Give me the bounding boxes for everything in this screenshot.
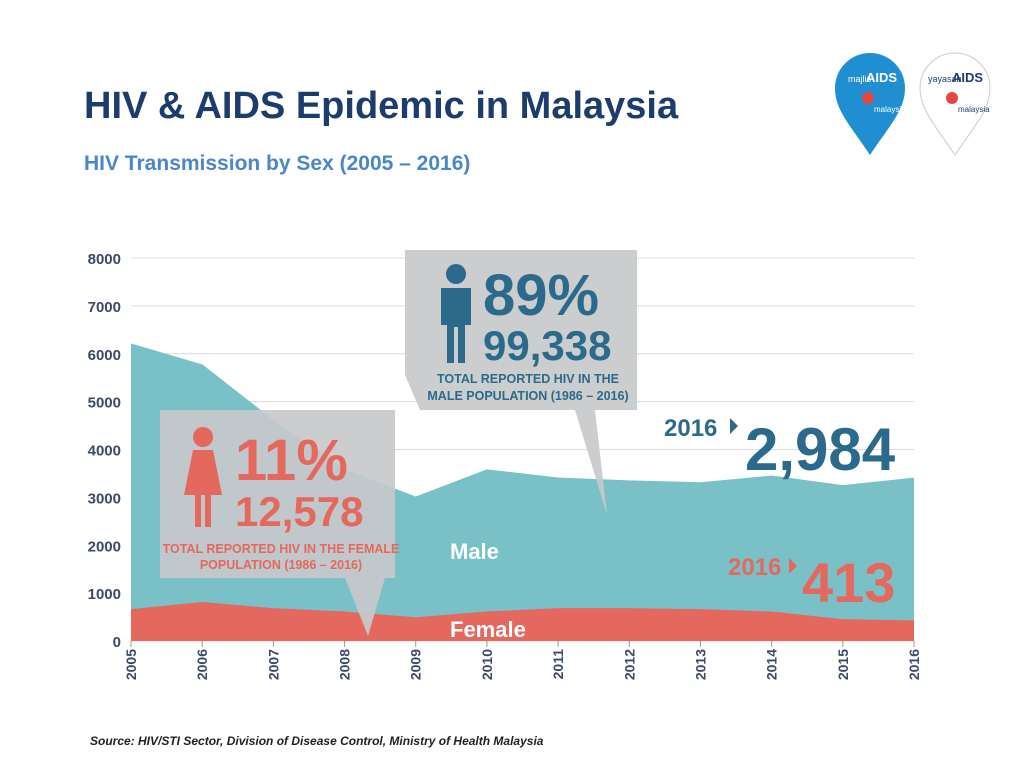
x-tick-label: 2011 — [550, 649, 566, 680]
x-tick-label: 2009 — [408, 649, 424, 680]
y-tick-label: 4000 — [88, 443, 121, 460]
logo-text: AIDS — [866, 70, 897, 85]
logo-text: majlis — [848, 74, 872, 84]
y-tick-label: 0 — [113, 634, 121, 651]
logo-pin — [835, 53, 905, 155]
x-tick-label: 2007 — [265, 649, 281, 680]
logo: majlis AIDS malaysia yayasan AIDS malays… — [835, 52, 991, 156]
y-tick-label: 3000 — [88, 490, 121, 507]
y-tick-label: 8000 — [88, 251, 121, 268]
y-tick-label: 1000 — [88, 586, 121, 603]
x-tick-label: 2015 — [835, 649, 851, 680]
male-callout: 89% 99,338 TOTAL REPORTED HIV IN THE MAL… — [405, 250, 637, 515]
logo-ribbon — [862, 92, 874, 104]
y-tick-label: 5000 — [88, 395, 121, 412]
male-icon — [446, 264, 466, 284]
logo-pin — [919, 52, 991, 156]
callout-text: MALE POPULATION (1986 – 2016) — [427, 389, 628, 403]
logo-text: yayasan — [928, 74, 962, 84]
callout-percent: 89% — [483, 263, 599, 328]
x-tick-label: 2013 — [692, 649, 708, 680]
logo-text: malaysia — [958, 105, 990, 114]
male-icon — [441, 288, 471, 363]
callout-total: 12,578 — [235, 488, 363, 535]
area-edge — [130, 601, 915, 622]
x-tick-label: 2016 — [906, 649, 922, 680]
callout-percent: 11% — [235, 428, 348, 493]
logo-text: malaysia — [874, 105, 906, 114]
x-tick-label: 2010 — [479, 649, 495, 680]
logo-ribbon — [946, 92, 958, 104]
y-tick-label: 2000 — [88, 538, 121, 555]
series-label: Female — [450, 617, 526, 642]
source: Source: HIV/STI Sector, Division of Dise… — [90, 734, 544, 748]
x-tick-label: 2006 — [194, 649, 210, 680]
y-tick-label: 7000 — [88, 299, 121, 316]
logo-text: AIDS — [952, 70, 983, 85]
female-callout: 11% 12,578 TOTAL REPORTED HIV IN THE FEM… — [160, 410, 399, 636]
end-value: 413 — [802, 551, 895, 614]
x-tick-label: 2014 — [764, 649, 780, 680]
callout-text: TOTAL REPORTED HIV IN THE FEMALE — [163, 542, 400, 556]
end-labels: 2016 2,984 2016 413 — [664, 415, 896, 614]
chart-title: HIV & AIDS Epidemic in Malaysia — [84, 85, 679, 127]
arrow — [730, 418, 738, 434]
year-label: 2016 — [728, 554, 781, 581]
callout-box — [160, 410, 395, 636]
chart-subtitle: HIV Transmission by Sex (2005 – 2016) — [84, 152, 470, 175]
year-label: 2016 — [664, 415, 717, 442]
series-label: Male — [450, 539, 499, 564]
female-icon — [193, 427, 213, 447]
y-tick-label: 6000 — [88, 347, 121, 364]
callout-total: 99,338 — [483, 322, 611, 369]
x-tick-label: 2012 — [621, 649, 637, 680]
x-tick-label: 2008 — [337, 649, 353, 680]
end-value: 2,984 — [745, 416, 896, 483]
arrow — [789, 558, 797, 574]
x-tick-label: 2005 — [123, 649, 139, 680]
female-icon — [184, 450, 222, 527]
callout-text: TOTAL REPORTED HIV IN THE — [437, 372, 619, 386]
area-fill — [131, 602, 914, 641]
callout-text: POPULATION (1986 – 2016) — [200, 558, 362, 572]
